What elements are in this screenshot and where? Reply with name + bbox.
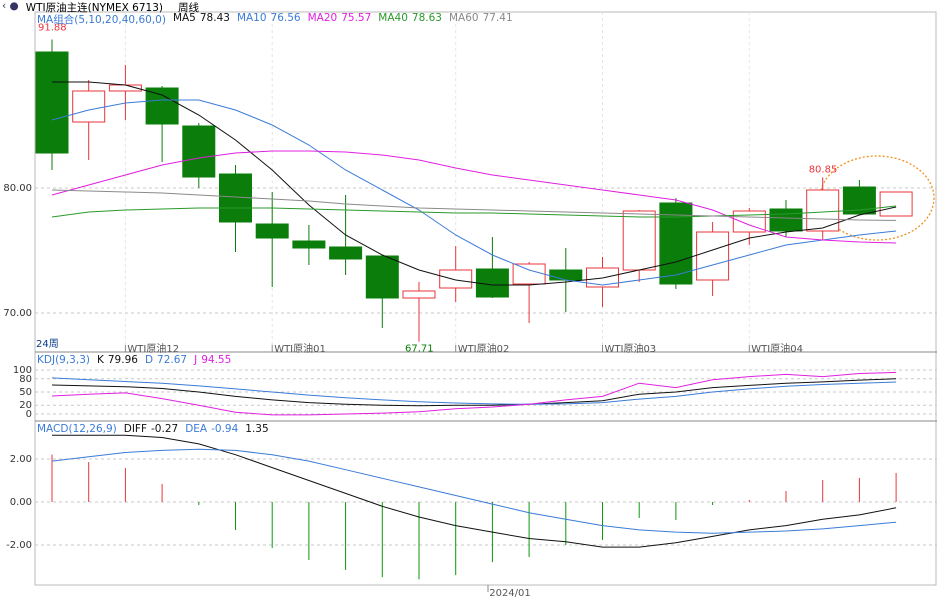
indicator[interactable]: MACD(12,26,9)	[37, 423, 117, 435]
legend-name: DEA	[185, 423, 208, 435]
line-series	[51, 377, 897, 405]
y-tick-label: 2.00	[10, 454, 32, 465]
x-tick-label: WTI原油01	[274, 342, 326, 355]
y-tick-label: 100	[13, 365, 32, 376]
price-annotation: 80.85	[809, 164, 838, 175]
x-tick-label: WTI原油12	[127, 342, 179, 355]
legend-name: DIFF	[123, 423, 148, 435]
legend-value: 94.55	[201, 354, 232, 366]
price-annotation: 91.88	[38, 23, 67, 34]
line-series	[51, 189, 897, 221]
header: ‹ ● WTI原油主连(NYMEX 6713) 周线	[2, 0, 199, 15]
price-annotation: 67.71	[405, 344, 434, 355]
legend-item: MA5 78.43	[173, 12, 230, 27]
back-arrow[interactable]: ‹ ●	[2, 0, 19, 12]
legend-value: 1.35	[245, 423, 269, 435]
legend-item: D 72.67	[145, 354, 187, 366]
candle-body	[512, 263, 546, 285]
line-series	[51, 378, 897, 407]
line-series	[51, 371, 897, 416]
candle-body	[292, 240, 326, 249]
legend-item: MA10 76.56	[237, 12, 301, 27]
legend-name: MA60	[448, 12, 479, 24]
candle-body	[329, 246, 363, 260]
y-tick-label: 0.00	[10, 497, 32, 508]
y-tick-label: 80.00	[3, 183, 32, 194]
candle-body	[35, 51, 69, 154]
line-series	[51, 448, 897, 534]
legend-name: MA40	[378, 12, 408, 24]
legend-value: 78.63	[411, 12, 442, 24]
candle-body	[879, 191, 913, 217]
candle-body	[182, 125, 216, 178]
period[interactable]: 周线	[178, 2, 200, 14]
candle-body	[439, 269, 473, 289]
legend-item: MA60 77.41	[449, 12, 513, 27]
candle-body	[365, 255, 399, 299]
y-tick-label: 70.00	[3, 308, 32, 319]
x-tick-label: WTI原油04	[751, 342, 803, 355]
line-series	[51, 150, 897, 244]
line-series	[52, 434, 897, 548]
legend-value: 79.96	[107, 354, 138, 366]
frame	[34, 11, 937, 586]
indicator[interactable]: KDJ(9,3,3)	[37, 354, 90, 366]
x-tick-label: WTI原油03	[605, 342, 657, 355]
legend-item: J 94.55	[194, 354, 231, 366]
legend-item: MA40 78.63	[378, 12, 442, 27]
legend-name: K	[96, 354, 104, 366]
candle-body	[145, 87, 179, 125]
y-tick-label: 20	[19, 400, 32, 411]
candle-body	[72, 90, 106, 123]
legend-item: DEA -0.94	[185, 423, 238, 435]
candle-body	[806, 189, 840, 232]
legend-value: 75.57	[341, 12, 372, 24]
candle-body	[769, 208, 803, 232]
indicator[interactable]: MA组合(5,10,20,40,60,0)	[37, 14, 166, 26]
legend: KDJ(9,3,3) K 79.96 D 72.67 J 94.55	[37, 354, 231, 366]
line-series	[52, 81, 897, 286]
symbol: WTI原油主连(NYMEX 6713)	[25, 2, 164, 14]
x-tick-label: WTI原油02	[458, 342, 510, 355]
y-tick-label: 0	[26, 409, 32, 420]
legend-item: MA20 75.57	[308, 12, 372, 27]
candle-body	[549, 269, 583, 281]
legend-value: 76.56	[270, 12, 301, 24]
legend-item: DIFF -0.27	[124, 423, 178, 435]
legend-name: MA5	[172, 12, 196, 24]
x-axis-label: 2024/01	[489, 588, 531, 599]
line-series	[51, 205, 897, 218]
period-tag: 24周	[36, 338, 59, 350]
legend-value: -0.94	[211, 423, 239, 435]
legend-value: 72.67	[157, 354, 188, 366]
candle-body	[732, 210, 766, 233]
candle-body	[696, 231, 730, 281]
candle-body	[402, 290, 436, 299]
candle-body	[622, 210, 656, 271]
y-tick-label: 80	[19, 374, 32, 385]
candle-body	[255, 223, 289, 239]
y-tick-label: 50	[19, 387, 32, 398]
legend-value: 78.43	[199, 12, 230, 24]
legend-value: -0.27	[151, 423, 179, 435]
legend-name: MA20	[307, 12, 338, 24]
legend: MACD(12,26,9) DIFF -0.27 DEA -0.94 1.35	[37, 423, 269, 435]
legend: MA组合(5,10,20,40,60,0) MA5 78.43 MA10 76.56 MA…	[37, 12, 513, 27]
legend-value: 77.41	[482, 12, 513, 24]
y-tick-label: -2.00	[6, 540, 32, 551]
legend-name: D	[144, 354, 154, 366]
legend-name: J	[194, 354, 198, 366]
legend-item: K 79.96	[97, 354, 138, 366]
line-series	[51, 99, 897, 286]
candle-body	[475, 268, 509, 298]
legend-name: MA10	[236, 12, 267, 24]
